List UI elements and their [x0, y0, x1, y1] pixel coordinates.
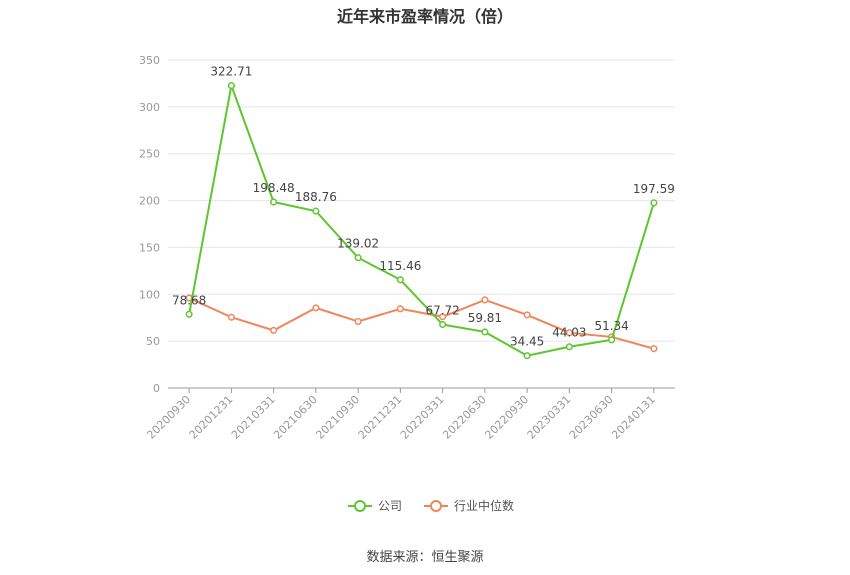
x-tick-label: 20200930: [144, 393, 193, 442]
y-tick-label: 0: [153, 382, 160, 395]
data-point: [270, 326, 278, 334]
data-point: [565, 329, 573, 337]
y-tick-label: 250: [139, 148, 160, 161]
data-point: [354, 254, 362, 262]
data-point: [227, 313, 235, 321]
x-tick-label: 20230331: [525, 393, 574, 442]
data-point: [565, 343, 573, 351]
y-tick-label: 200: [139, 195, 160, 208]
data-point: [650, 345, 658, 353]
data-label: 198.48: [253, 181, 295, 195]
data-label: 34.45: [510, 335, 544, 349]
x-tick-label: 20230630: [567, 393, 616, 442]
x-tick-label: 20220630: [440, 393, 489, 442]
x-tick-label: 20210630: [271, 393, 320, 442]
chart-title: 近年来市盈率情况（倍）: [336, 7, 513, 26]
x-tick-label: 20220331: [398, 393, 447, 442]
data-point: [185, 310, 193, 318]
data-label: 197.59: [633, 182, 675, 196]
data-point: [396, 276, 404, 284]
source-note: 数据来源：恒生聚源: [366, 550, 484, 565]
data-label: 44.03: [552, 326, 586, 340]
data-label: 67.72: [425, 304, 459, 318]
data-point: [312, 304, 320, 312]
legend[interactable]: 公司 行业中位数: [348, 498, 514, 513]
data-point: [650, 199, 658, 207]
x-tick-label: 20240131: [609, 393, 658, 442]
data-label: 59.81: [468, 311, 502, 325]
data-point: [312, 207, 320, 215]
legend-label: 公司: [378, 499, 402, 513]
y-tick-label: 300: [139, 101, 160, 114]
x-tick-label: 20201231: [187, 393, 236, 442]
x-tick-label: 20220930: [482, 393, 531, 442]
series-lines: [185, 81, 658, 360]
data-point: [227, 82, 235, 90]
data-point: [270, 198, 278, 206]
y-tick-label: 350: [139, 54, 160, 67]
data-point: [608, 336, 616, 344]
data-label: 139.02: [337, 237, 379, 251]
data-point: [439, 320, 447, 329]
data-label: 51.34: [594, 319, 628, 333]
data-point: [354, 317, 362, 326]
series-line: [188, 81, 655, 357]
legend-swatch-marker: [354, 500, 366, 512]
data-point: [396, 305, 404, 313]
data-point: [523, 311, 531, 319]
series-line: [188, 297, 655, 350]
x-tick-label: 20211231: [356, 393, 405, 442]
data-point: [439, 313, 447, 321]
legend-label: 行业中位数: [454, 498, 514, 513]
grid-lines: [168, 59, 675, 342]
y-tick-label: 150: [139, 241, 160, 254]
data-label: 188.76: [295, 190, 337, 204]
data-point: [481, 328, 489, 336]
data-label: 322.71: [210, 65, 252, 79]
data-point: [481, 296, 489, 304]
y-tick-label: 100: [139, 288, 160, 301]
data-point: [523, 352, 531, 360]
y-tick-label: 50: [146, 335, 160, 348]
legend-swatch-marker: [430, 500, 442, 512]
x-tick-label: 20210930: [313, 393, 362, 442]
data-label: 78.68: [172, 293, 206, 307]
x-tick-label: 20210331: [229, 393, 278, 442]
data-label: 115.46: [379, 259, 421, 273]
